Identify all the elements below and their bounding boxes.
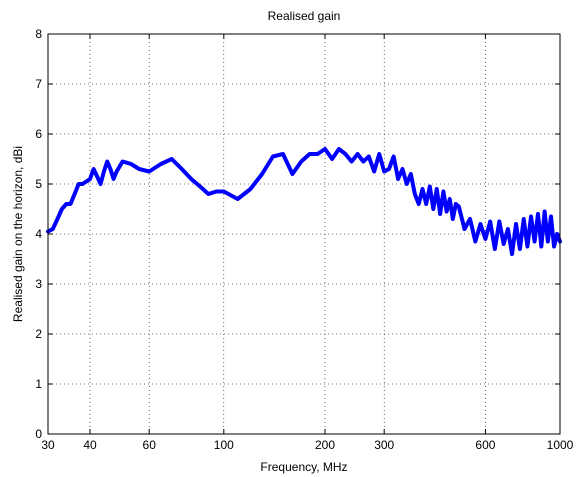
- y-tick-label: 3: [35, 277, 42, 291]
- x-tick-label: 60: [143, 438, 157, 452]
- plot-frame: [47, 33, 561, 435]
- series-line: [46, 147, 562, 256]
- x-tick-label: 600: [475, 438, 495, 452]
- x-tick-label: 200: [315, 438, 335, 452]
- x-tick-label: 1000: [547, 438, 574, 452]
- x-tick-label: 100: [214, 438, 234, 452]
- x-axis-label: Frequency, MHz: [260, 460, 347, 474]
- y-tick-labels: 0 1 2 3 4 5 6 7 8: [35, 27, 42, 441]
- x-tick-label: 300: [374, 438, 394, 452]
- y-tick-label: 6: [35, 127, 42, 141]
- y-tick-label: 0: [35, 427, 42, 441]
- x-tick-label: 40: [83, 438, 97, 452]
- y-tick-label: 5: [35, 177, 42, 191]
- y-tick-label: 8: [35, 27, 42, 41]
- x-tick-label: 30: [41, 438, 55, 452]
- y-tick-label: 4: [35, 227, 42, 241]
- x-tick-labels: 30 40 60 100 200 300 600 1000: [41, 438, 573, 452]
- chart-title: Realised gain: [268, 9, 341, 23]
- y-tick-label: 7: [35, 77, 42, 91]
- y-axis-label: Realised gain on the horizon, dBi: [11, 146, 25, 322]
- y-tick-label: 1: [35, 377, 42, 391]
- y-tick-label: 2: [35, 327, 42, 341]
